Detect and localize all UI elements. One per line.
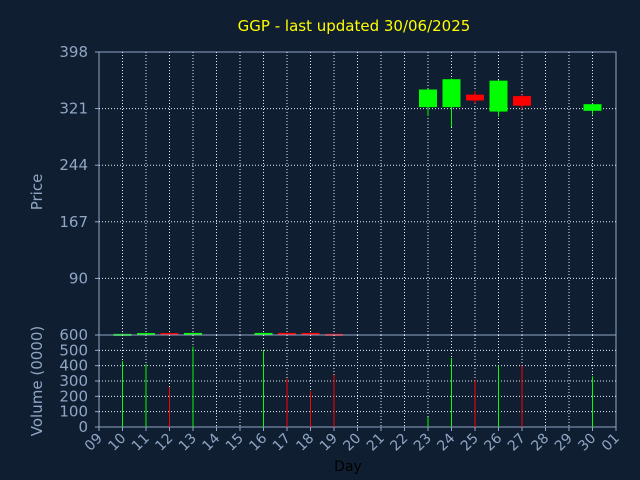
x-tick-label: 21 — [364, 431, 388, 455]
candle-body — [466, 94, 484, 101]
x-tick-label: 01 — [599, 431, 623, 455]
candle-body — [301, 332, 320, 335]
volume-axis-label: Volume (0000) — [28, 326, 46, 436]
x-tick-label: 19 — [317, 431, 341, 455]
x-tick-label: 16 — [246, 430, 270, 454]
x-axis-ticks: 09 10 11 12 13 14 15 16 17 18 19 20 21 22 23 24 25 26 27 28… — [82, 427, 623, 454]
candle-body — [184, 332, 202, 335]
volume-tick-label: 200 — [59, 387, 88, 405]
x-axis-label: Day — [334, 459, 362, 475]
price-tick-label: 321 — [59, 100, 88, 118]
candle-body — [254, 332, 273, 335]
candle-body — [160, 333, 179, 336]
price-panel: 90 167 244 321 398 — [59, 43, 617, 336]
volume-tick-label: 100 — [59, 403, 88, 421]
x-tick-label: 24 — [434, 430, 458, 454]
x-tick-label: 13 — [176, 431, 200, 455]
candle-body — [278, 332, 296, 335]
price-tick-label: 398 — [59, 43, 88, 61]
x-tick-label: 12 — [152, 431, 176, 455]
x-tick-label: 14 — [199, 430, 223, 454]
volume-tick-label: 300 — [59, 372, 88, 390]
x-tick-label: 23 — [411, 431, 435, 455]
x-tick-label: 11 — [129, 431, 153, 455]
x-tick-label: 26 — [481, 430, 505, 454]
candle-body — [513, 96, 531, 106]
price-tick-label: 167 — [59, 213, 88, 231]
candle-body — [583, 104, 602, 111]
x-tick-label: 28 — [528, 431, 552, 455]
chart-title: GGP - last updated 30/06/2025 — [238, 17, 471, 35]
x-tick-label: 22 — [387, 431, 411, 455]
price-tick-label: 90 — [69, 269, 88, 287]
x-tick-label: 20 — [340, 431, 364, 455]
candle-body — [137, 333, 155, 336]
volume-tick-label: 500 — [59, 341, 88, 359]
x-tick-label: 18 — [293, 431, 317, 455]
price-axis-label: Price — [28, 174, 46, 211]
x-tick-label: 25 — [458, 431, 482, 455]
x-tick-label: 30 — [575, 431, 599, 455]
price-tick-label: 244 — [59, 156, 88, 174]
x-tick-label: 15 — [223, 431, 247, 455]
x-tick-label: 29 — [552, 431, 576, 455]
candle-body — [442, 79, 461, 108]
volume-tick-label: 600 — [59, 326, 88, 344]
x-tick-label: 10 — [105, 431, 129, 455]
candle-body — [419, 89, 437, 108]
x-tick-label: 17 — [270, 431, 294, 455]
volume-tick-label: 400 — [59, 357, 88, 375]
volume-tick-label: 0 — [78, 418, 88, 436]
x-tick-label: 27 — [505, 431, 529, 455]
candle-body — [489, 80, 508, 112]
